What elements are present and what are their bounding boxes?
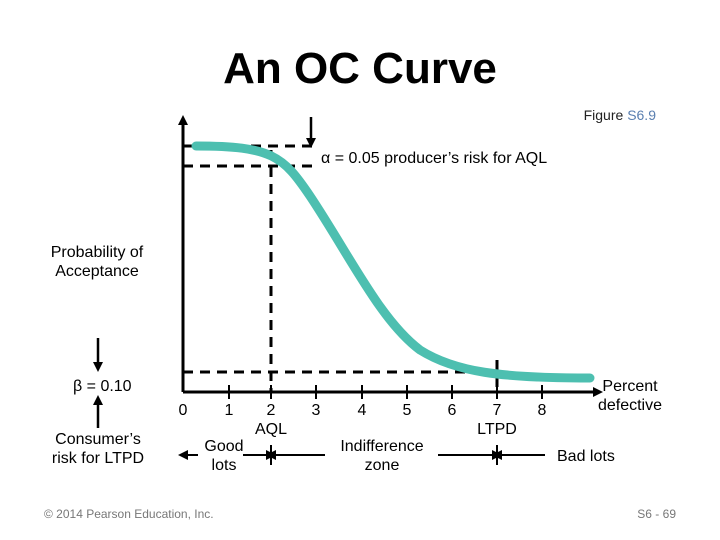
x-tick-label: 6	[447, 402, 457, 419]
x-tick-label: 5	[402, 402, 412, 419]
slide-title: An OC Curve	[223, 44, 497, 93]
x-axis-label-line-1: Percent	[602, 378, 658, 395]
figure-prefix: Figure	[583, 107, 628, 123]
x-tick-label: 2	[266, 402, 276, 419]
beta-value: β = 0.10	[73, 378, 132, 395]
copyright-notice: © 2014 Pearson Education, Inc.	[44, 507, 214, 521]
beta-annotation: Consumer’s risk for LTPD	[30, 430, 166, 468]
good-lots-line-1: Good	[204, 438, 244, 455]
x-tick-label: 8	[537, 402, 547, 419]
figure-reference: Figure S6.9	[584, 107, 656, 123]
ltpd-label: LTPD	[477, 421, 517, 438]
x-tick-label: 7	[492, 402, 502, 419]
beta-note-line-1: Consumer’s	[55, 431, 141, 448]
indifference-line-2: zone	[364, 457, 400, 474]
figure-number: S6.9	[627, 107, 656, 123]
x-tick-label: 4	[357, 402, 367, 419]
good-lots-line-2: lots	[211, 457, 237, 474]
oc-curve	[191, 141, 595, 383]
beta-note-line-2: risk for LTPD	[51, 450, 145, 467]
x-axis-label-line-2: defective	[597, 397, 663, 414]
y-axis-label-line-1: Probability of	[50, 244, 144, 261]
x-tick-label: 0	[178, 402, 188, 419]
indifference-zone-label: Indifference zone	[322, 437, 442, 475]
bad-lots-label: Bad lots	[557, 448, 615, 465]
aql-label: AQL	[254, 421, 287, 438]
indifference-line-1: Indifference	[340, 438, 424, 455]
x-axis-label: Percent defective	[580, 377, 680, 415]
x-axis-ticks	[228, 385, 543, 399]
y-axis-label: Probability of Acceptance	[32, 243, 162, 281]
alpha-annotation: α = 0.05 producer’s risk for AQL	[321, 150, 548, 167]
x-tick-label: 3	[311, 402, 321, 419]
slide-number: S6 - 69	[637, 507, 676, 521]
x-tick-label: 1	[224, 402, 234, 419]
y-axis-label-line-2: Acceptance	[55, 263, 139, 280]
good-lots-label: Good lots	[194, 437, 254, 475]
